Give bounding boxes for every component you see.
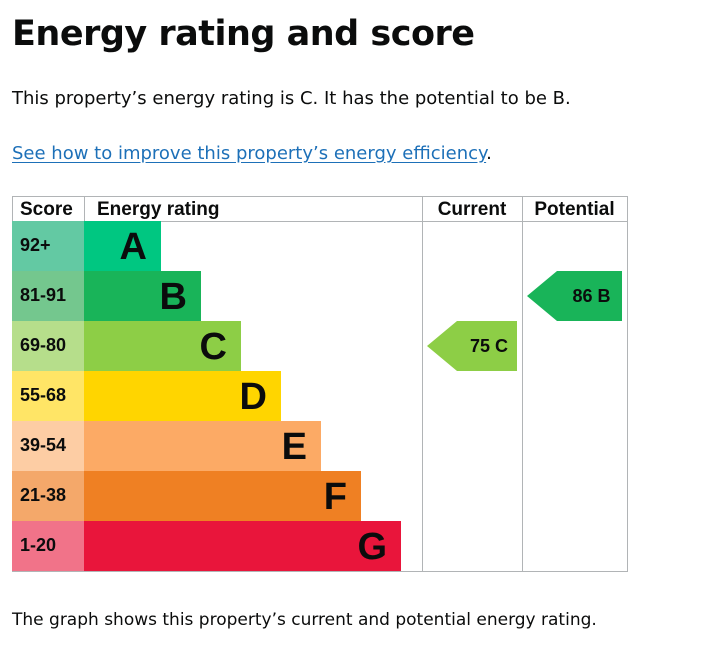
- rating-letter: E: [282, 426, 307, 468]
- score-range-label: 81-91: [20, 285, 66, 305]
- score-range-label: 39-54: [20, 435, 66, 455]
- score-cell-e: [12, 421, 84, 471]
- score-cell-a: [12, 221, 84, 271]
- score-range-label: 21-38: [20, 485, 66, 505]
- rating-letter: A: [120, 226, 147, 268]
- potential-rating-label: 86 B: [572, 286, 610, 306]
- rating-bar-d: [84, 371, 281, 421]
- potential-header: Potential: [534, 199, 614, 220]
- score-range-label: 1-20: [20, 535, 56, 555]
- current-arrow: [427, 321, 517, 371]
- rating-bar-f: [84, 471, 361, 521]
- graph-description: The graph shows this property’s current …: [12, 610, 597, 630]
- potential-arrow: [527, 271, 622, 321]
- score-header: Score: [20, 199, 73, 220]
- score-cell-c: [12, 321, 84, 371]
- rating-letter: C: [200, 326, 227, 368]
- current-header: Current: [438, 199, 507, 220]
- rating-bar-a: [84, 221, 161, 271]
- score-cell-d: [12, 371, 84, 421]
- rating-bar-g: [84, 521, 401, 571]
- score-range-label: 92+: [20, 235, 51, 255]
- score-cell-b: [12, 271, 84, 321]
- score-cell-f: [12, 471, 84, 521]
- current-rating-label: 75 C: [470, 336, 508, 356]
- rating-letter: D: [240, 376, 267, 418]
- rating-letter: F: [324, 476, 347, 518]
- improve-efficiency-link[interactable]: See how to improve this property’s energ…: [12, 143, 487, 164]
- rating-letter: B: [160, 276, 187, 318]
- improve-link-line: See how to improve this property’s energ…: [12, 143, 492, 164]
- score-range-label: 55-68: [20, 385, 66, 405]
- page-title: Energy rating and score: [12, 14, 475, 54]
- rating-bar-e: [84, 421, 321, 471]
- rating-summary: This property’s energy rating is C. It h…: [12, 88, 571, 109]
- link-suffix: .: [486, 143, 492, 164]
- rating-letter: G: [357, 526, 387, 568]
- rating-bar-b: [84, 271, 201, 321]
- rating-bar-c: [84, 321, 241, 371]
- energy-rating-header: Energy rating: [97, 199, 219, 220]
- score-cell-g: [12, 521, 84, 571]
- score-range-label: 69-80: [20, 335, 66, 355]
